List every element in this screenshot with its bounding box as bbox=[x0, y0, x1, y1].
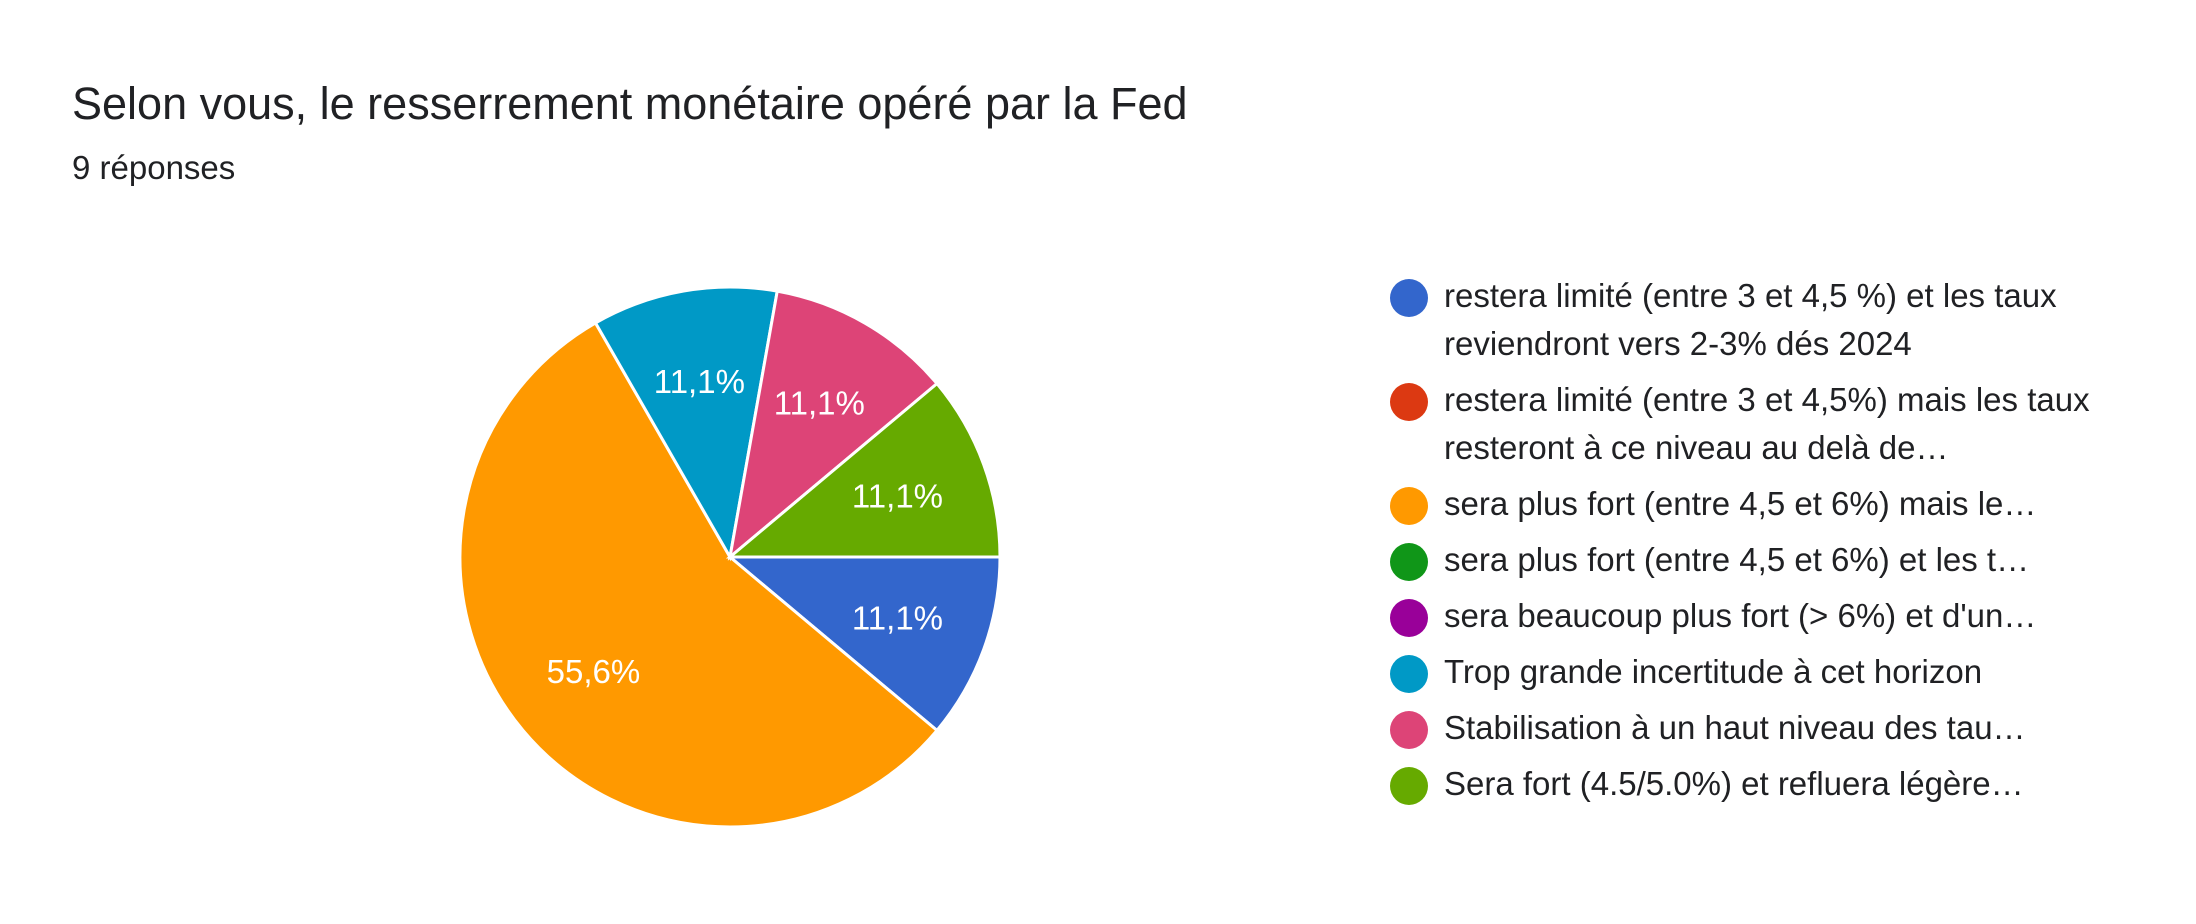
pie-slice-7 bbox=[725, 381, 1002, 559]
legend-swatch bbox=[1390, 543, 1428, 581]
legend-label: sera plus fort (entre 4,5 et 6%) et les … bbox=[1444, 541, 2030, 578]
pie-slice-5 bbox=[593, 285, 779, 562]
pie-slice-0 bbox=[725, 555, 1002, 733]
legend-swatch bbox=[1390, 383, 1428, 421]
legend-item: sera beaucoup plus fort (> 6%) et d'un… bbox=[1390, 592, 2190, 640]
pie-chart: 11,1% 55,6% 11,1% 11,1% 11,1% bbox=[458, 285, 1002, 829]
legend-label: sera plus fort (entre 4,5 et 6%) mais le… bbox=[1444, 485, 2037, 522]
response-count: 9 réponses bbox=[72, 149, 236, 186]
legend-item: restera limité (entre 3 et 4,5 %) et les… bbox=[1390, 272, 2190, 368]
legend-label: restera limité (entre 3 et 4,5%) mais le… bbox=[1444, 381, 2090, 466]
pie-slice-label-0: 11,1% bbox=[852, 599, 943, 636]
legend-swatch bbox=[1390, 767, 1428, 805]
legend-item: restera limité (entre 3 et 4,5%) mais le… bbox=[1390, 376, 2190, 472]
chart-legend: restera limité (entre 3 et 4,5 %) et les… bbox=[1390, 272, 2190, 816]
legend-item: Trop grande incertitude à cet horizon bbox=[1390, 648, 2190, 696]
pie-slice-6 bbox=[727, 289, 940, 561]
legend-swatch bbox=[1390, 487, 1428, 525]
legend-item: Stabilisation à un haut niveau des tau… bbox=[1390, 704, 2190, 752]
legend-item: sera plus fort (entre 4,5 et 6%) et les … bbox=[1390, 536, 2190, 584]
legend-swatch bbox=[1390, 599, 1428, 637]
legend-label: restera limité (entre 3 et 4,5 %) et les… bbox=[1444, 277, 2057, 362]
pie-slice-label-5: 11,1% bbox=[654, 363, 745, 400]
legend-swatch bbox=[1390, 711, 1428, 749]
legend-item: sera plus fort (entre 4,5 et 6%) mais le… bbox=[1390, 480, 2190, 528]
legend-label: Trop grande incertitude à cet horizon bbox=[1444, 653, 1983, 690]
legend-item: Sera fort (4.5/5.0%) et refluera légère… bbox=[1390, 760, 2190, 808]
legend-swatch bbox=[1390, 655, 1428, 693]
pie-slice-label-6: 11,1% bbox=[774, 384, 865, 421]
chart-title: Selon vous, le resserrement monétaire op… bbox=[72, 78, 1188, 129]
legend-swatch bbox=[1390, 279, 1428, 317]
legend-label: Stabilisation à un haut niveau des tau… bbox=[1444, 709, 2026, 746]
legend-label: sera beaucoup plus fort (> 6%) et d'un… bbox=[1444, 597, 2037, 634]
pie-slice-label-2: 55,6% bbox=[547, 653, 641, 690]
legend-label: Sera fort (4.5/5.0%) et refluera légère… bbox=[1444, 765, 2024, 802]
pie-slice-2 bbox=[458, 320, 940, 829]
pie-slice-label-7: 11,1% bbox=[852, 478, 943, 515]
